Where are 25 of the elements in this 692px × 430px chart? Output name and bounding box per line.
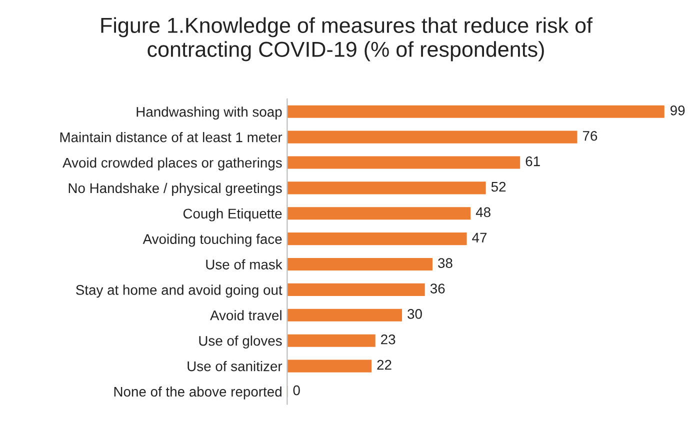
y-tick-label: No Handshake / physical greetings <box>68 182 282 196</box>
y-tick-label: Use of gloves <box>199 336 282 349</box>
data-label: 52 <box>491 182 506 192</box>
y-tick-label: Use of sanitizer <box>188 361 282 372</box>
data-label: 76 <box>582 130 598 141</box>
y-tick-label: Use of mask <box>206 259 282 270</box>
y-tick-label: None of the above reported <box>114 386 282 400</box>
y-tick-label: Handwashing with soap <box>136 106 282 120</box>
data-label: 30 <box>408 309 422 319</box>
data-label: 99 <box>670 106 685 116</box>
data-label: 47 <box>472 232 487 242</box>
data-label: 36 <box>430 284 445 294</box>
chart-title: Figure 1.Knowledge of measures that reduce risk of contracting COVID-19 (% of respondents) <box>101 17 593 62</box>
data-label: 22 <box>377 360 392 370</box>
y-tick-label: Avoid crowded places or gatherings <box>62 157 282 170</box>
data-label: 61 <box>526 156 540 166</box>
y-tick-label: Maintain distance of at least 1 meter <box>60 132 282 142</box>
y-tick-label: Avoiding touching face <box>142 234 282 247</box>
data-label: 38 <box>438 258 452 268</box>
y-tick-label: Cough Etiquette <box>183 208 282 222</box>
y-tick-label: Stay at home and avoid going out <box>76 284 282 298</box>
data-label: 23 <box>381 334 396 344</box>
data-label: 0 <box>293 385 300 396</box>
y-tick-label: Avoid travel <box>210 310 282 320</box>
data-label: 48 <box>476 207 490 218</box>
